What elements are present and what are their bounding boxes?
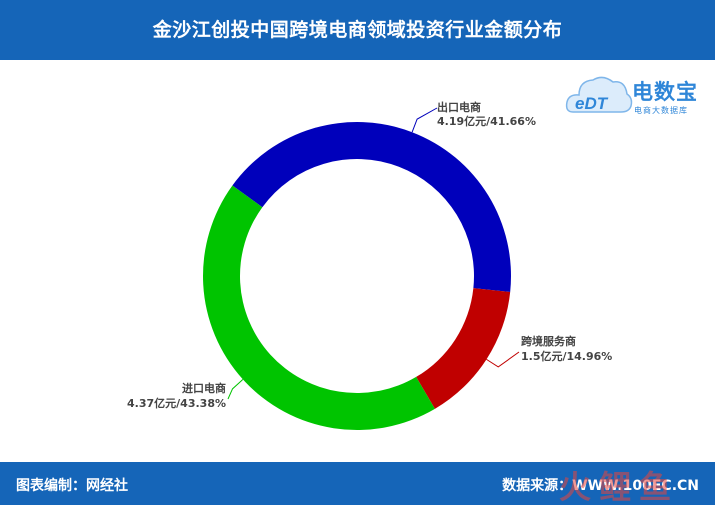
leader-line-2 (227, 379, 244, 400)
footer-bar: 图表编制：网经社 数据来源：WWW.100EC.CN (0, 462, 715, 505)
leader-line-0 (411, 107, 438, 133)
slice-name-label-0: 出口电商 (437, 100, 481, 114)
donut-slice-2 (202, 185, 435, 431)
chart-title-bar: 金沙江创投中国跨境电商领域投资行业金额分布 (0, 0, 715, 60)
slice-name-label-2: 进口电商 (182, 381, 226, 395)
slice-value-label-0: 4.19亿元/41.66% (437, 114, 536, 128)
footer-source: 数据来源：WWW.100EC.CN (502, 478, 699, 494)
donut-slice-0 (232, 122, 511, 292)
slice-name-label-1: 跨境服务商 (521, 334, 576, 348)
slice-value-label-1: 1.5亿元/14.96% (521, 349, 612, 363)
footer-credit: 图表编制：网经社 (16, 478, 128, 494)
logo-subtitle: 电商大数据库 (634, 106, 688, 115)
cloud-logo-icon: eDT (565, 76, 633, 113)
edt-logo: eDT 电数宝 电商大数据库 (565, 66, 710, 124)
slice-value-label-2: 4.37亿元/43.38% (127, 396, 226, 410)
leader-line-1 (486, 351, 520, 368)
watermark-text: 火鲤鱼 (559, 468, 679, 505)
logo-badge: eDT (575, 94, 609, 113)
watermark-logo: 火鲤鱼 (559, 468, 679, 505)
chart-title: 金沙江创投中国跨境电商领域投资行业金额分布 (152, 19, 563, 41)
donut-slice-1 (416, 288, 511, 409)
logo-name: 电数宝 (632, 80, 698, 104)
